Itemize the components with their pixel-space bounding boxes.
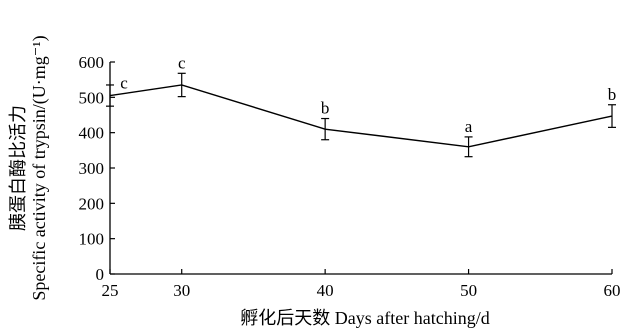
x-tick-label: 30 bbox=[173, 281, 190, 300]
x-tick-label: 50 bbox=[460, 281, 477, 300]
plot-area: c c b a b bbox=[106, 53, 617, 158]
significance-label: b bbox=[321, 99, 330, 118]
y-tick-label: 400 bbox=[79, 124, 105, 143]
y-tick-label: 500 bbox=[79, 88, 105, 107]
y-tick-label: 200 bbox=[79, 194, 105, 213]
series-line bbox=[109, 84, 613, 148]
x-tick-label: 60 bbox=[604, 281, 621, 300]
significance-label: a bbox=[465, 117, 473, 136]
y-axis-title-english: Specific activity of trypsin/(U·mg⁻¹) bbox=[29, 35, 50, 300]
significance-label: b bbox=[608, 85, 617, 104]
y-tick-label: 0 bbox=[96, 265, 105, 284]
y-axis-title-chinese: 胰蛋白酶比活力 bbox=[8, 105, 28, 231]
y-axis: 0 100 200 300 400 500 600 bbox=[79, 53, 115, 284]
y-tick-label: 100 bbox=[79, 230, 105, 249]
x-axis-title: 孵化后天数 Days after hatching/d bbox=[240, 308, 489, 328]
y-tick-label: 600 bbox=[79, 53, 105, 72]
x-tick-label: 40 bbox=[317, 281, 334, 300]
x-tick-label: 25 bbox=[102, 281, 119, 300]
x-axis: 25 30 40 50 60 bbox=[102, 269, 621, 300]
significance-label: c bbox=[178, 53, 186, 72]
significance-label: c bbox=[120, 74, 128, 93]
y-tick-label: 300 bbox=[79, 159, 105, 178]
